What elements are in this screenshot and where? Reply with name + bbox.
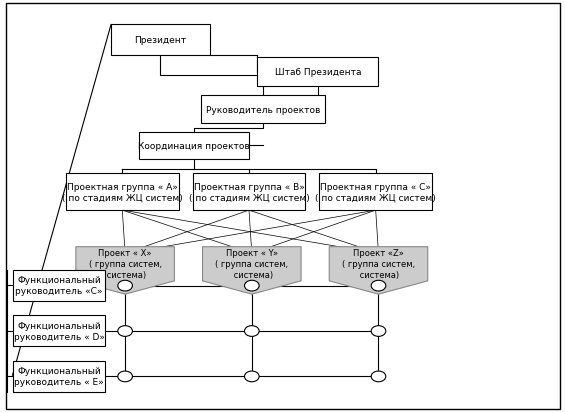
Text: Проектная группа « С»
( по стадиям ЖЦ систем): Проектная группа « С» ( по стадиям ЖЦ си… bbox=[315, 182, 436, 202]
Text: Проектная группа « А»
( по стадиям ЖЦ систем): Проектная группа « А» ( по стадиям ЖЦ си… bbox=[62, 182, 182, 202]
Circle shape bbox=[118, 371, 132, 382]
Text: Президент: Президент bbox=[134, 36, 186, 45]
FancyBboxPatch shape bbox=[139, 133, 249, 159]
FancyBboxPatch shape bbox=[319, 173, 432, 211]
FancyBboxPatch shape bbox=[12, 270, 106, 301]
Text: Проект « Х»
( группа систем,
 система): Проект « Х» ( группа систем, система) bbox=[89, 249, 162, 280]
Circle shape bbox=[371, 326, 386, 337]
Circle shape bbox=[245, 371, 259, 382]
Text: Проект «Z»
( группа систем,
 система): Проект «Z» ( группа систем, система) bbox=[342, 249, 415, 280]
FancyBboxPatch shape bbox=[12, 361, 106, 392]
Text: Функциональный
руководитель « Е»: Функциональный руководитель « Е» bbox=[14, 366, 104, 386]
Polygon shape bbox=[76, 247, 175, 294]
FancyBboxPatch shape bbox=[66, 173, 179, 211]
FancyBboxPatch shape bbox=[201, 95, 325, 124]
Circle shape bbox=[245, 280, 259, 291]
FancyBboxPatch shape bbox=[258, 58, 379, 87]
Circle shape bbox=[245, 326, 259, 337]
Text: Функциональный
руководитель «С»: Функциональный руководитель «С» bbox=[15, 276, 103, 296]
FancyBboxPatch shape bbox=[193, 173, 305, 211]
FancyBboxPatch shape bbox=[111, 25, 210, 56]
FancyBboxPatch shape bbox=[12, 316, 106, 347]
Text: Координация проектов: Координация проектов bbox=[138, 141, 250, 150]
Text: Проектная группа « В»
( по стадиям ЖЦ систем): Проектная группа « В» ( по стадиям ЖЦ си… bbox=[189, 182, 310, 202]
Circle shape bbox=[371, 280, 386, 291]
Circle shape bbox=[371, 371, 386, 382]
Text: Проект « Y»
( группа систем,
 система): Проект « Y» ( группа систем, система) bbox=[215, 249, 288, 280]
Circle shape bbox=[118, 326, 132, 337]
Text: Руководитель проектов: Руководитель проектов bbox=[206, 105, 320, 114]
Circle shape bbox=[118, 280, 132, 291]
Text: Функциональный
руководитель « D»: Функциональный руководитель « D» bbox=[14, 321, 105, 341]
Polygon shape bbox=[202, 247, 301, 294]
Polygon shape bbox=[329, 247, 428, 294]
Text: Штаб Президента: Штаб Президента bbox=[275, 68, 361, 77]
